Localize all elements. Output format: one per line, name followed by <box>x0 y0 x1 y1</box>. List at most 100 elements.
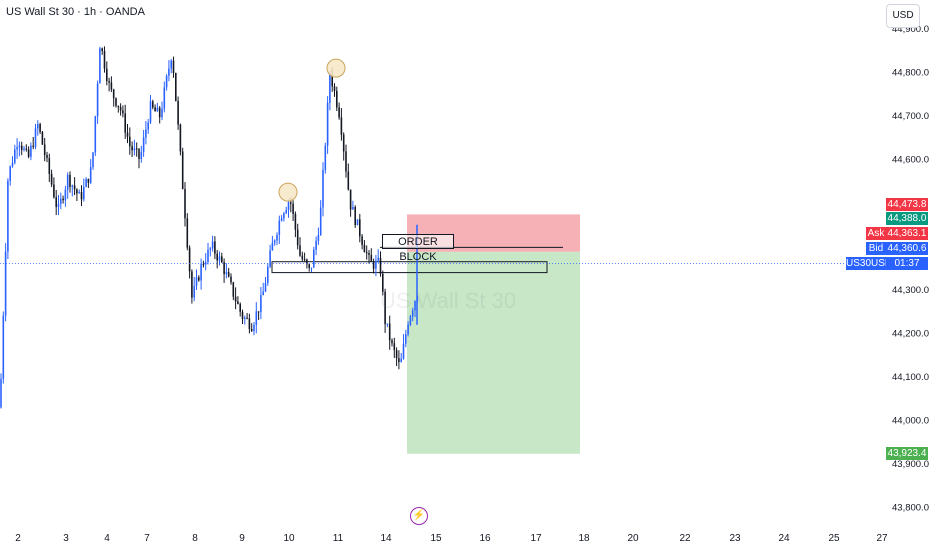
candle-body <box>94 116 97 153</box>
candle-body <box>62 198 64 201</box>
candle-body <box>407 324 409 335</box>
stop-price-tag: 44,473.8 <box>886 198 928 211</box>
ask-price-tag: 44,363.1 <box>886 227 928 240</box>
candle-body <box>313 249 315 268</box>
candle-body <box>191 271 193 298</box>
candle-body <box>290 202 292 204</box>
candle-body <box>18 145 21 148</box>
time-tick-label: 8 <box>192 533 198 544</box>
candle-body <box>140 151 143 159</box>
candle-body <box>204 261 207 265</box>
time-tick-label: 20 <box>627 533 639 544</box>
order-block-label[interactable]: ORDER BLOCK <box>382 234 454 263</box>
candle-body <box>0 378 2 408</box>
candle-body <box>129 136 131 147</box>
candle-body <box>83 186 85 200</box>
time-tick-label: 16 <box>479 533 491 544</box>
candle-body <box>273 240 276 243</box>
candle-body <box>347 171 350 190</box>
candle-body <box>175 72 177 101</box>
swing-high-circle <box>278 182 298 202</box>
candle-body <box>349 189 352 210</box>
candle-body <box>9 166 11 181</box>
candle-body <box>292 203 294 214</box>
candle-body <box>246 317 248 319</box>
chart-title: US Wall St 30 · 1h · OANDA <box>6 6 145 18</box>
candle-body <box>16 147 18 150</box>
candle-body <box>237 301 239 304</box>
candle-body <box>260 295 262 312</box>
candle-body <box>278 220 281 235</box>
candle-body <box>78 192 80 194</box>
candle-body <box>315 240 317 250</box>
candle-body <box>4 251 7 316</box>
candle-body <box>30 145 32 157</box>
candle-body <box>301 255 304 260</box>
time-tick-label: 2 <box>15 533 21 544</box>
candle-body <box>57 203 60 207</box>
price-tick-label: 44,900.0 <box>892 24 929 35</box>
candle-body <box>133 148 136 151</box>
candle-body <box>257 311 260 313</box>
candle-body <box>310 267 313 269</box>
candle-body <box>216 253 218 261</box>
candle-body <box>131 146 133 151</box>
candle-body <box>342 134 345 152</box>
candle-body <box>110 82 113 90</box>
candle-body <box>122 110 124 114</box>
candle-body <box>89 167 92 183</box>
candle-body <box>303 259 306 261</box>
candle-body <box>73 185 76 190</box>
time-tick-label: 17 <box>530 533 542 544</box>
candle-body <box>340 117 343 135</box>
candle-body <box>400 358 402 363</box>
candle-body <box>345 151 347 172</box>
candle-body <box>363 244 366 253</box>
candle-body <box>184 189 186 219</box>
candle-body <box>356 219 359 226</box>
candle-body <box>177 100 179 125</box>
countdown-tag: 01:37 <box>886 257 928 270</box>
candle-body <box>188 247 191 272</box>
candle-body <box>388 323 391 341</box>
time-tick-label: 25 <box>828 533 840 544</box>
candle-body <box>76 189 78 194</box>
candle-body <box>96 83 99 117</box>
candle-body <box>377 257 379 261</box>
candle-body <box>218 256 221 261</box>
candle-body <box>46 154 48 158</box>
time-tick-label: 10 <box>283 533 295 544</box>
candle-body <box>329 75 331 103</box>
candle-body <box>108 81 110 83</box>
ask-label-tag: Ask <box>866 227 886 240</box>
candle-body <box>276 234 278 241</box>
candle-body <box>198 277 200 281</box>
time-tick-label: 18 <box>578 533 590 544</box>
time-tick-label: 22 <box>679 533 691 544</box>
candle-body <box>103 50 106 69</box>
candle-body <box>181 151 184 190</box>
candle-body <box>414 301 416 311</box>
flash-icon[interactable]: ⚡ <box>410 507 428 525</box>
candle-body <box>154 107 156 112</box>
candle-body <box>172 60 175 73</box>
candle-body <box>227 272 230 277</box>
candle-body <box>395 350 398 359</box>
candle-body <box>37 124 39 129</box>
candle-body <box>60 198 62 204</box>
time-tick-label: 7 <box>144 533 150 544</box>
candle-body <box>234 296 237 302</box>
candle-body <box>156 107 159 112</box>
candle-body <box>333 86 336 91</box>
candle-body <box>269 250 271 267</box>
currency-button[interactable]: USD <box>886 4 920 28</box>
time-tick-label: 4 <box>104 533 110 544</box>
time-tick-label: 9 <box>239 533 245 544</box>
order-block-zone <box>271 261 548 274</box>
symbol-watermark: US Wall St 30 <box>380 288 517 313</box>
candle-body <box>402 343 405 359</box>
candle-body <box>372 261 375 269</box>
price-tick-label: 44,200.0 <box>892 329 929 340</box>
candle-body <box>326 102 329 146</box>
